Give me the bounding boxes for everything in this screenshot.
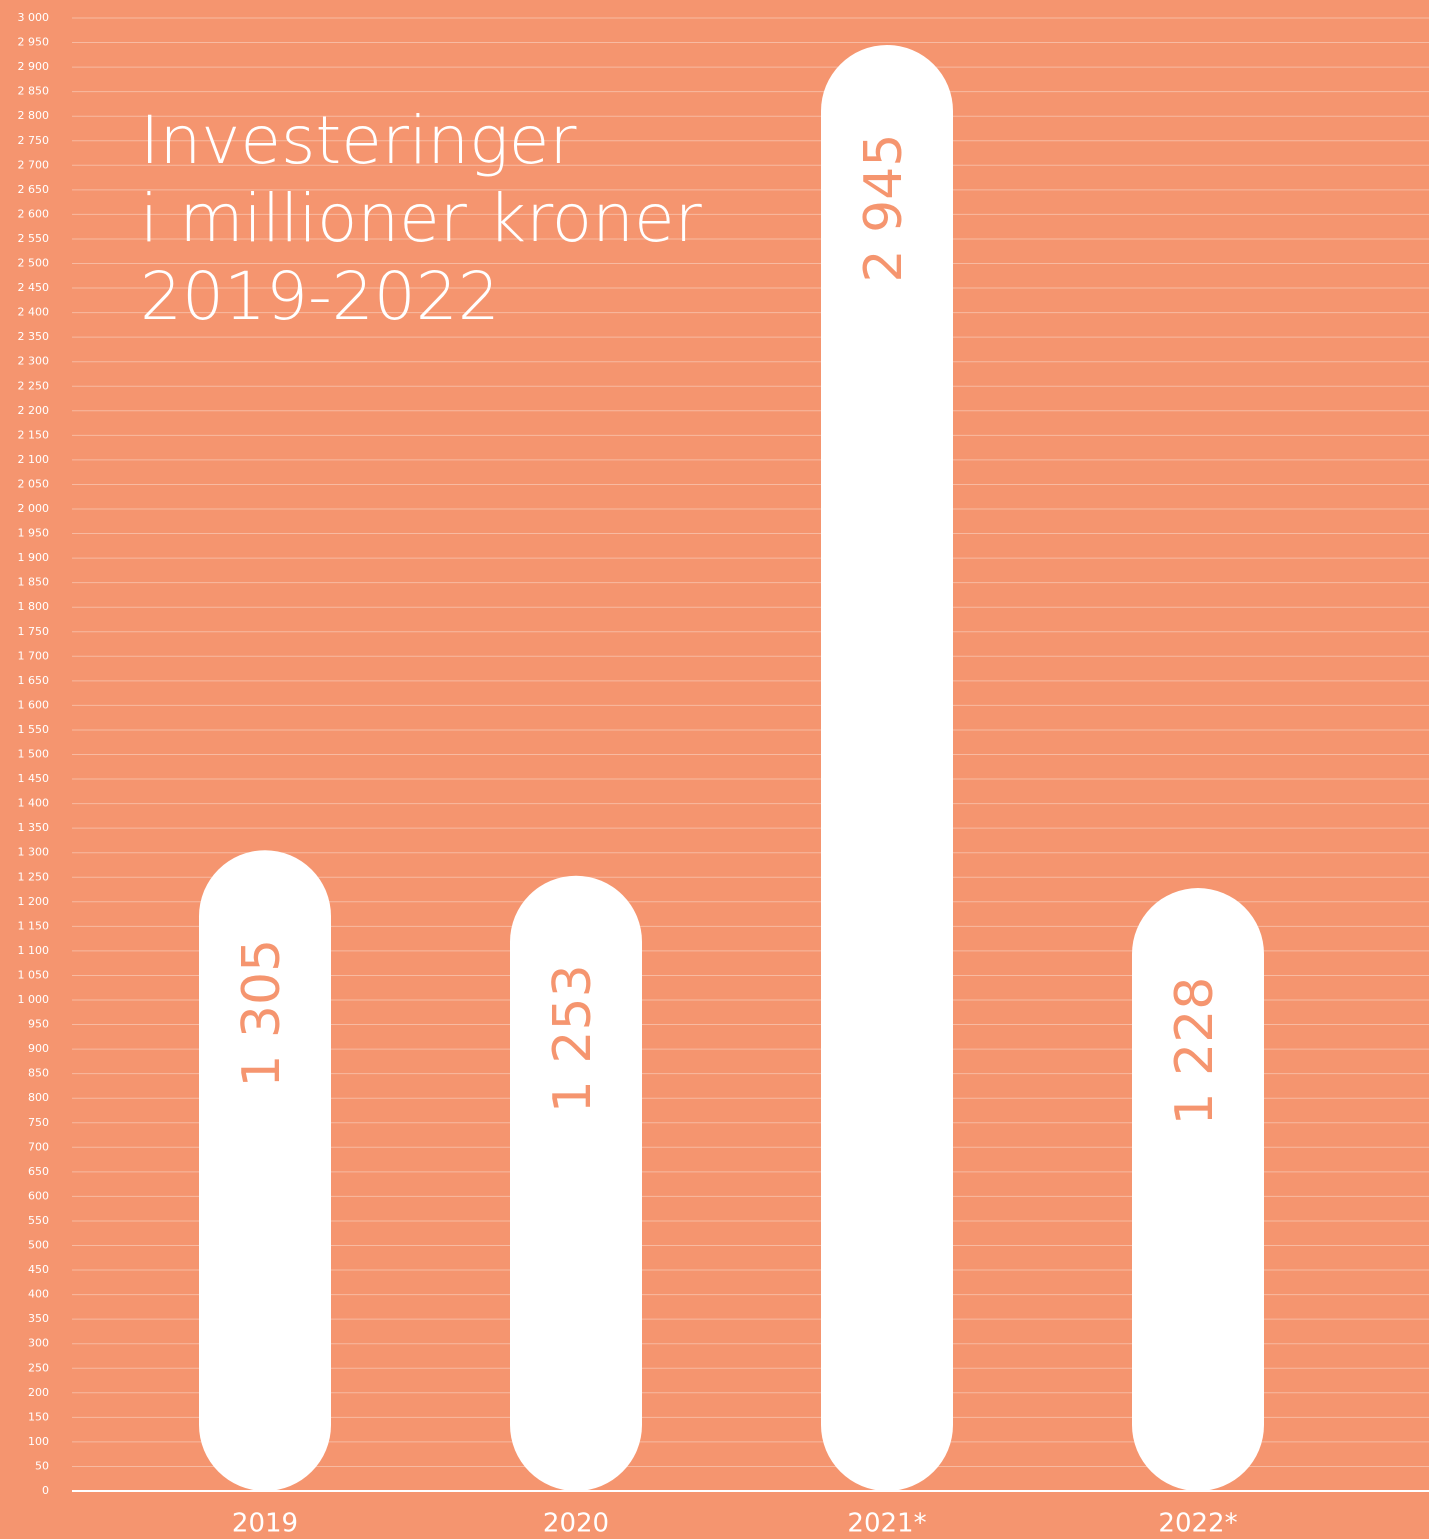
y-tick-label: 700 [28, 1140, 49, 1153]
x-tick-label: 2021* [847, 1509, 926, 1539]
y-tick-label: 2 200 [18, 404, 50, 417]
y-tick-label: 2 950 [18, 36, 50, 49]
y-tick-label: 550 [28, 1214, 49, 1227]
y-tick-label: 2 000 [18, 502, 50, 515]
y-tick-label: 450 [28, 1263, 49, 1276]
y-tick-label: 1 150 [18, 919, 50, 932]
y-tick-label: 1 050 [18, 968, 50, 981]
y-tick-label: 200 [28, 1386, 49, 1399]
bar [199, 850, 331, 1491]
y-tick-label: 900 [28, 1042, 49, 1055]
chart-title: i millioner kroner [140, 180, 703, 257]
y-tick-label: 2 050 [18, 477, 50, 490]
chart-title: Investeringer [140, 102, 577, 179]
y-tick-label: 800 [28, 1091, 49, 1104]
y-tick-label: 150 [28, 1410, 49, 1423]
y-tick-label: 1 750 [18, 625, 50, 638]
y-tick-label: 1 550 [18, 723, 50, 736]
y-tick-label: 350 [28, 1312, 49, 1325]
bar [510, 875, 642, 1491]
y-tick-label: 2 750 [18, 134, 50, 147]
y-tick-label: 2 600 [18, 207, 50, 220]
y-tick-label: 650 [28, 1165, 49, 1178]
y-tick-label: 1 450 [18, 772, 50, 785]
y-tick-label: 1 500 [18, 748, 50, 761]
y-tick-label: 1 850 [18, 576, 50, 589]
y-tick-label: 1 400 [18, 797, 50, 810]
y-tick-label: 2 850 [18, 85, 50, 98]
x-tick-label: 2022* [1158, 1509, 1237, 1539]
y-tick-label: 1 100 [18, 944, 50, 957]
y-tick-label: 1 350 [18, 821, 50, 834]
y-tick-label: 300 [28, 1337, 49, 1350]
y-tick-label: 2 500 [18, 257, 50, 270]
y-tick-label: 2 450 [18, 281, 50, 294]
x-tick-label: 2020 [543, 1509, 609, 1539]
bar [821, 45, 953, 1491]
value-label: 1 305 [232, 939, 292, 1088]
y-tick-label: 1 950 [18, 527, 50, 540]
y-tick-label: 3 000 [18, 11, 50, 24]
y-tick-label: 2 800 [18, 109, 50, 122]
y-tick-label: 1 650 [18, 674, 50, 687]
y-tick-label: 1 200 [18, 895, 50, 908]
chart-title: 2019-2022 [140, 258, 500, 335]
value-label: 1 253 [543, 964, 603, 1113]
y-tick-label: 1 300 [18, 846, 50, 859]
y-tick-label: 850 [28, 1067, 49, 1080]
y-tick-label: 0 [42, 1484, 49, 1497]
y-tick-label: 1 700 [18, 649, 50, 662]
y-tick-label: 2 300 [18, 355, 50, 368]
y-tick-label: 2 400 [18, 306, 50, 319]
y-tick-label: 50 [35, 1459, 49, 1472]
y-tick-label: 1 600 [18, 698, 50, 711]
y-tick-label: 250 [28, 1361, 49, 1374]
y-tick-label: 2 250 [18, 379, 50, 392]
value-label: 1 228 [1165, 977, 1225, 1126]
y-tick-label: 1 000 [18, 993, 50, 1006]
y-tick-label: 1 900 [18, 551, 50, 564]
y-tick-label: 2 100 [18, 453, 50, 466]
y-tick-label: 1 800 [18, 600, 50, 613]
y-tick-label: 1 250 [18, 870, 50, 883]
y-tick-label: 2 900 [18, 60, 50, 73]
y-tick-label: 400 [28, 1288, 49, 1301]
y-tick-label: 750 [28, 1116, 49, 1129]
y-tick-label: 600 [28, 1189, 49, 1202]
y-tick-label: 2 700 [18, 158, 50, 171]
y-tick-label: 2 350 [18, 330, 50, 343]
y-tick-label: 2 150 [18, 428, 50, 441]
y-tick-label: 2 650 [18, 183, 50, 196]
y-tick-label: 950 [28, 1018, 49, 1031]
y-tick-label: 500 [28, 1239, 49, 1252]
y-tick-label: 2 550 [18, 232, 50, 245]
bar [1132, 888, 1264, 1491]
x-tick-label: 2019 [232, 1509, 298, 1539]
y-tick-label: 100 [28, 1435, 49, 1448]
value-label: 2 945 [854, 134, 914, 283]
